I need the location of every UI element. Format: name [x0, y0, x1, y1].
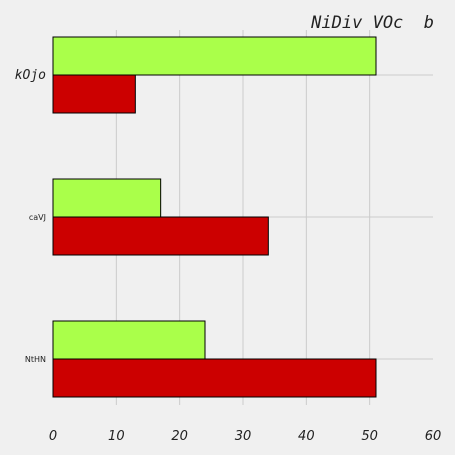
x-tick-label: 50	[361, 429, 378, 444]
x-tick-label: 0	[49, 429, 57, 444]
bars	[52, 36, 377, 398]
bar	[52, 178, 162, 218]
x-tick-label: 20	[171, 429, 188, 444]
labels: NiDiv VOc b 0 10 20 30 40 50 60 kOjo caVJ NtHN	[15, 13, 442, 444]
bar	[52, 74, 136, 114]
x-tick-label: 10	[108, 429, 125, 444]
y-tick-label: NtHN	[25, 355, 46, 364]
bar	[52, 358, 377, 398]
chart-title: NiDiv VOc b	[310, 13, 434, 33]
x-tick-label: 40	[298, 429, 315, 444]
bar	[52, 36, 377, 76]
bar	[52, 216, 269, 256]
y-tick-label: kOjo	[15, 68, 46, 83]
bar	[52, 320, 206, 360]
y-tick-label: caVJ	[29, 213, 46, 222]
x-tick-label: 30	[235, 429, 252, 444]
x-tick-label: 60	[425, 429, 442, 444]
